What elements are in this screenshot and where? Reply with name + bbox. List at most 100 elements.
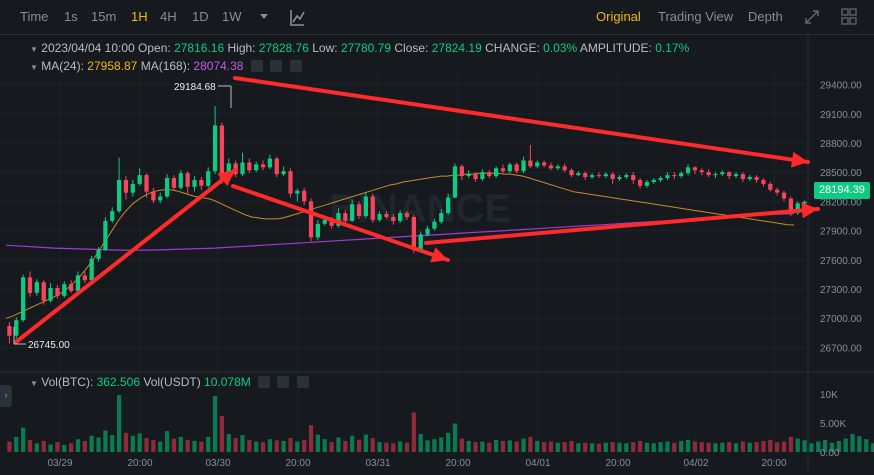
candle-body	[391, 216, 396, 221]
settings-icon[interactable]	[277, 376, 290, 388]
volume-bar	[816, 441, 821, 452]
volume-bar	[206, 436, 211, 452]
candle-body	[34, 282, 39, 293]
volume-bar	[171, 438, 177, 452]
candle-body	[802, 201, 807, 204]
vol-usdt-label: Vol(USDT)	[143, 375, 201, 389]
candle-body	[459, 166, 464, 177]
volume-bar	[68, 443, 74, 452]
interval-4h[interactable]: 4H	[160, 9, 177, 24]
candle-body	[699, 170, 704, 173]
candle-body	[302, 190, 307, 202]
volume-bar	[398, 441, 403, 452]
low-value: 27780.79	[340, 41, 392, 55]
volume-bar	[267, 439, 273, 452]
arrow-upper-trendline-head	[791, 151, 808, 168]
volume-bar	[82, 440, 87, 452]
ma168-label: MA(168):	[140, 59, 191, 73]
candle-body	[137, 175, 142, 184]
volume-bar	[754, 442, 759, 452]
candle-body	[82, 275, 87, 281]
price-tick-label: 27300.00	[820, 285, 862, 296]
chart-area[interactable]: BINANCE 29400.00 29100.00 28800.00 28500.00…	[0, 35, 874, 470]
candle-body	[363, 196, 368, 216]
chart-toolbar: Time 1s 15m 1H 4H 1D 1W Original Trading…	[0, 0, 874, 35]
volume-bar	[610, 442, 615, 452]
volume-bar	[48, 444, 53, 452]
view-original[interactable]: Original	[596, 9, 641, 24]
interval-15m[interactable]: 15m	[91, 9, 117, 24]
ohlc-date: 2023/04/04 10:00	[41, 41, 135, 55]
volume-bar	[466, 440, 471, 452]
candle-body	[267, 158, 273, 168]
candle-body	[398, 213, 403, 221]
eye-icon[interactable]	[258, 376, 271, 388]
price-tick-label: 29400.00	[820, 81, 862, 92]
candle-body	[404, 213, 410, 217]
close-value: 27824.19	[431, 41, 482, 55]
volume-bar	[363, 434, 368, 452]
volume-bar	[315, 434, 321, 452]
volume-bar	[535, 440, 540, 452]
interval-1w[interactable]: 1W	[222, 9, 242, 24]
chevron-down-icon[interactable]	[259, 0, 269, 34]
candle-body	[75, 275, 81, 291]
volume-axis: 10K 5.00K 0.00	[820, 390, 846, 459]
interval-1s[interactable]: 1s	[64, 9, 78, 24]
candle-body	[418, 234, 423, 251]
candle-body	[336, 213, 341, 226]
candle-body	[103, 220, 108, 251]
interval-1h[interactable]: 1H	[131, 9, 148, 24]
volume-bar	[144, 438, 149, 452]
view-depth[interactable]: Depth	[748, 9, 783, 24]
volume-bar	[761, 440, 766, 452]
volume-bar	[21, 427, 26, 452]
candle-body	[596, 175, 602, 177]
candle-body	[151, 191, 156, 201]
interval-time[interactable]: Time	[20, 9, 49, 24]
volume-bar	[103, 430, 108, 452]
amplitude-value: 0.17%	[655, 41, 690, 55]
eye-icon[interactable]	[250, 60, 263, 72]
amplitude-label: AMPLITUDE:	[579, 41, 652, 55]
volume-bar	[672, 442, 677, 452]
arrow-up-trend-head	[217, 170, 235, 187]
candle-body	[548, 165, 554, 169]
interval-1d[interactable]: 1D	[192, 9, 209, 24]
candle-body	[603, 174, 608, 177]
grid-layout-icon[interactable]	[841, 0, 857, 34]
candlestick-chart[interactable]: BINANCE 29400.00 29100.00 28800.00 28500.00…	[0, 35, 874, 470]
volume-bar	[637, 440, 643, 452]
indicator-icon[interactable]	[289, 0, 305, 34]
fullscreen-icon[interactable]	[804, 0, 820, 34]
candle-body	[158, 196, 163, 201]
volume-bar	[624, 443, 629, 452]
volume-bar	[41, 440, 46, 452]
time-tick-label: 03/29	[47, 458, 72, 469]
expand-panel-icon[interactable]: ›	[0, 385, 12, 407]
candle-body	[788, 198, 793, 214]
volume-bar	[795, 438, 800, 452]
volume-bar	[720, 442, 725, 452]
volume-bar	[644, 442, 650, 452]
ma-legend: ▼ MA(24): 27958.87 MA(168): 28074.38	[30, 59, 302, 73]
close-icon[interactable]	[296, 376, 309, 388]
candle-body	[377, 214, 382, 220]
time-tick-label: 20:00	[761, 458, 786, 469]
time-axis: 03/29 20:00 03/30 20:00 03/31 20:00 04/01 20:00…	[47, 458, 786, 469]
volume-bar	[178, 436, 183, 452]
volume-bar	[740, 441, 746, 452]
candle-body	[747, 177, 752, 180]
close-icon[interactable]	[289, 60, 302, 72]
volume-bar	[665, 441, 670, 452]
low-annotation: 26745.00	[28, 340, 70, 351]
view-trading-view[interactable]: Trading View	[658, 9, 734, 24]
volume-bar	[137, 433, 142, 452]
candle-body	[240, 162, 245, 175]
settings-icon[interactable]	[270, 60, 283, 72]
volume-bar	[500, 440, 506, 452]
high-value: 27828.76	[258, 41, 309, 55]
vol-btc-value: 362.506	[96, 375, 141, 389]
arrow-lower-trendline	[424, 207, 820, 245]
candle-body	[212, 125, 218, 172]
